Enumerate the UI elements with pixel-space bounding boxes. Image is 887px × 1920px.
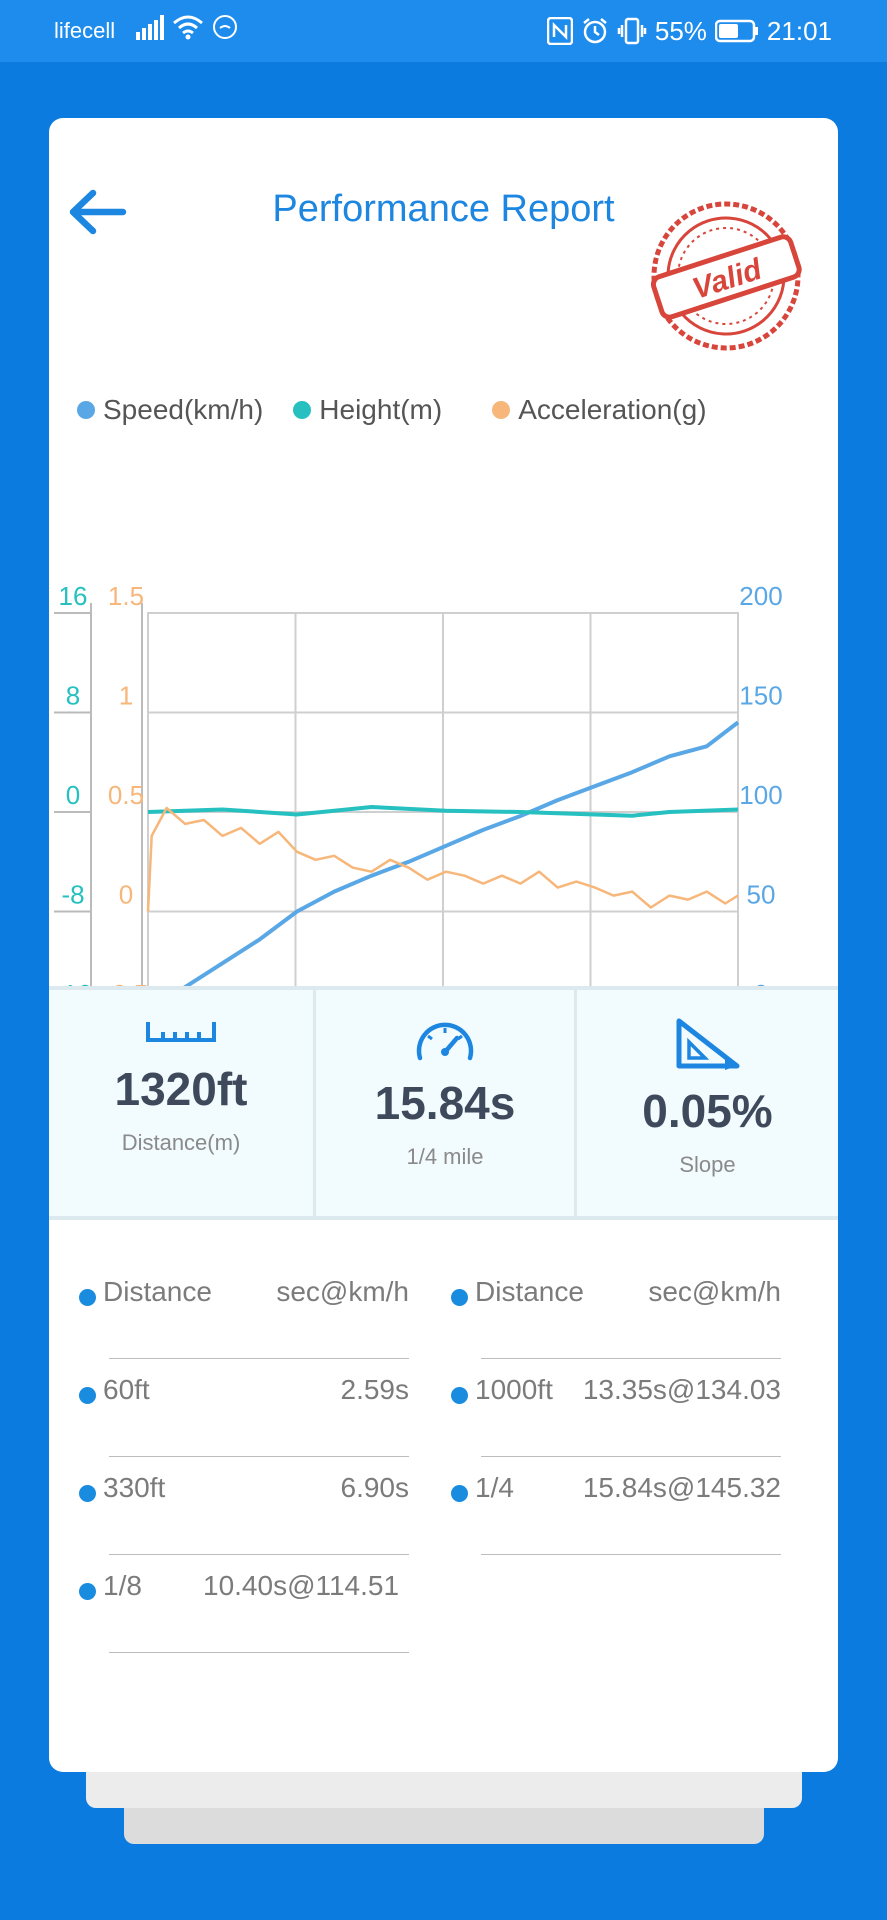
speed-series-line xyxy=(146,720,740,1013)
table-row: 1/8 10.40s@114.51 xyxy=(49,1552,421,1653)
row-distance: 60ft xyxy=(103,1374,150,1405)
row-time: 10.40s@114.51 xyxy=(203,1570,400,1601)
stat-value-time: 15.84s xyxy=(374,1077,516,1129)
report-card: Performance Report Valid Speed(km/h) Hei… xyxy=(49,118,838,1772)
chart-legend: Speed(km/h) Height(m) Acceleration(g) xyxy=(77,394,737,426)
bullet-dot xyxy=(79,1387,96,1404)
table-row: 330ft 6.90s xyxy=(49,1454,421,1555)
table-row: 1000ft 13.35s@134.03 xyxy=(421,1356,793,1457)
bullet-dot xyxy=(451,1485,468,1502)
acceleration-tick-label: 0.5 xyxy=(108,780,144,810)
height-tick-label: -8 xyxy=(61,880,84,910)
row-divider xyxy=(109,1554,409,1555)
bullet-dot xyxy=(79,1583,96,1600)
status-bar: lifecell 55% xyxy=(0,0,887,62)
row-time: 6.90s xyxy=(340,1472,410,1503)
bullet-dot xyxy=(79,1485,96,1502)
acceleration-tick-label: 1 xyxy=(119,681,133,711)
table-header-right: Distance sec@km/h xyxy=(421,1258,793,1359)
hotspot-icon xyxy=(213,15,237,39)
row-time: 15.84s@145.32 xyxy=(582,1472,781,1503)
row-time: 13.35s@134.03 xyxy=(582,1374,781,1405)
header-time-label: sec@km/h xyxy=(276,1276,409,1307)
row-distance: 1/4 xyxy=(475,1472,514,1503)
table-header-left: Distance sec@km/h xyxy=(49,1258,421,1359)
height-tick-label: 0 xyxy=(66,780,80,810)
acceleration-tick-label: 0 xyxy=(119,880,133,910)
row-distance: 1000ft xyxy=(475,1374,553,1405)
back-arrow-icon xyxy=(69,189,127,235)
header-distance-label: Distance xyxy=(475,1276,584,1307)
vibrate-icon xyxy=(617,17,647,45)
clock-time: 21:01 xyxy=(766,16,832,46)
ruler-icon xyxy=(145,1022,216,1042)
legend-item-acceleration: Acceleration(g) xyxy=(492,394,707,426)
bullet-dot xyxy=(451,1289,468,1306)
stat-label-slope: Slope xyxy=(679,1152,736,1177)
header-time-label: sec@km/h xyxy=(648,1276,781,1307)
back-button[interactable] xyxy=(65,180,129,244)
valid-stamp: Valid xyxy=(646,196,806,356)
height-tick-label: 16 xyxy=(59,581,88,611)
row-time: 2.59s xyxy=(340,1374,410,1405)
row-divider xyxy=(481,1358,781,1359)
legend-label-speed: Speed(km/h) xyxy=(103,394,264,425)
row-distance: 1/8 xyxy=(103,1570,142,1601)
legend-dot-speed xyxy=(77,401,95,419)
signal-icon xyxy=(136,15,164,40)
stat-value-slope: 0.05% xyxy=(642,1085,773,1137)
row-distance: 330ft xyxy=(103,1472,166,1503)
carrier-label: lifecell xyxy=(54,18,116,43)
stat-time: 15.84s 1/4 mile xyxy=(316,990,577,1216)
height-tick-label: 8 xyxy=(66,681,80,711)
stat-label-distance: Distance(m) xyxy=(121,1130,241,1155)
legend-dot-acceleration xyxy=(492,401,511,419)
row-divider xyxy=(109,1456,409,1457)
stat-value-distance: 1320ft xyxy=(114,1063,248,1115)
legend-label-height: Height(m) xyxy=(319,394,443,425)
battery-percent: 55% xyxy=(654,16,707,46)
height-series-line xyxy=(147,805,739,818)
stat-slope: 0.05% Slope xyxy=(577,990,838,1216)
wifi-icon xyxy=(173,15,203,40)
stat-distance: 1320ft Distance(m) xyxy=(49,990,316,1216)
acceleration-series-line xyxy=(146,806,739,912)
stats-panel: 1320ft Distance(m) 15.84s 1/4 mile 0.05%… xyxy=(49,986,838,1220)
bullet-dot xyxy=(451,1387,468,1404)
acceleration-tick-label: 1.5 xyxy=(108,581,144,611)
battery-icon xyxy=(714,19,758,43)
row-divider xyxy=(109,1652,409,1653)
legend-item-height: Height(m) xyxy=(293,394,442,426)
speed-tick-label: 150 xyxy=(739,681,782,711)
row-divider xyxy=(109,1358,409,1359)
page-title: Performance Report xyxy=(272,188,615,230)
legend-item-speed: Speed(km/h) xyxy=(77,394,263,426)
speedometer-icon xyxy=(416,1022,474,1061)
table-row: 60ft 2.59s xyxy=(49,1356,421,1457)
row-divider xyxy=(481,1456,781,1457)
stat-label-time: 1/4 mile xyxy=(406,1144,484,1169)
legend-label-acceleration: Acceleration(g) xyxy=(518,394,707,425)
alarm-icon xyxy=(583,18,607,44)
slope-icon xyxy=(676,1018,739,1070)
speed-tick-label: 200 xyxy=(739,581,782,611)
speed-tick-label: 100 xyxy=(739,780,782,810)
table-row: 1/4 15.84s@145.32 xyxy=(421,1454,793,1555)
nfc-icon xyxy=(546,17,573,45)
header-distance-label: Distance xyxy=(103,1276,212,1307)
row-divider xyxy=(481,1554,781,1555)
speed-tick-label: 50 xyxy=(747,880,776,910)
bullet-dot xyxy=(79,1289,96,1306)
legend-dot-height xyxy=(293,401,312,419)
